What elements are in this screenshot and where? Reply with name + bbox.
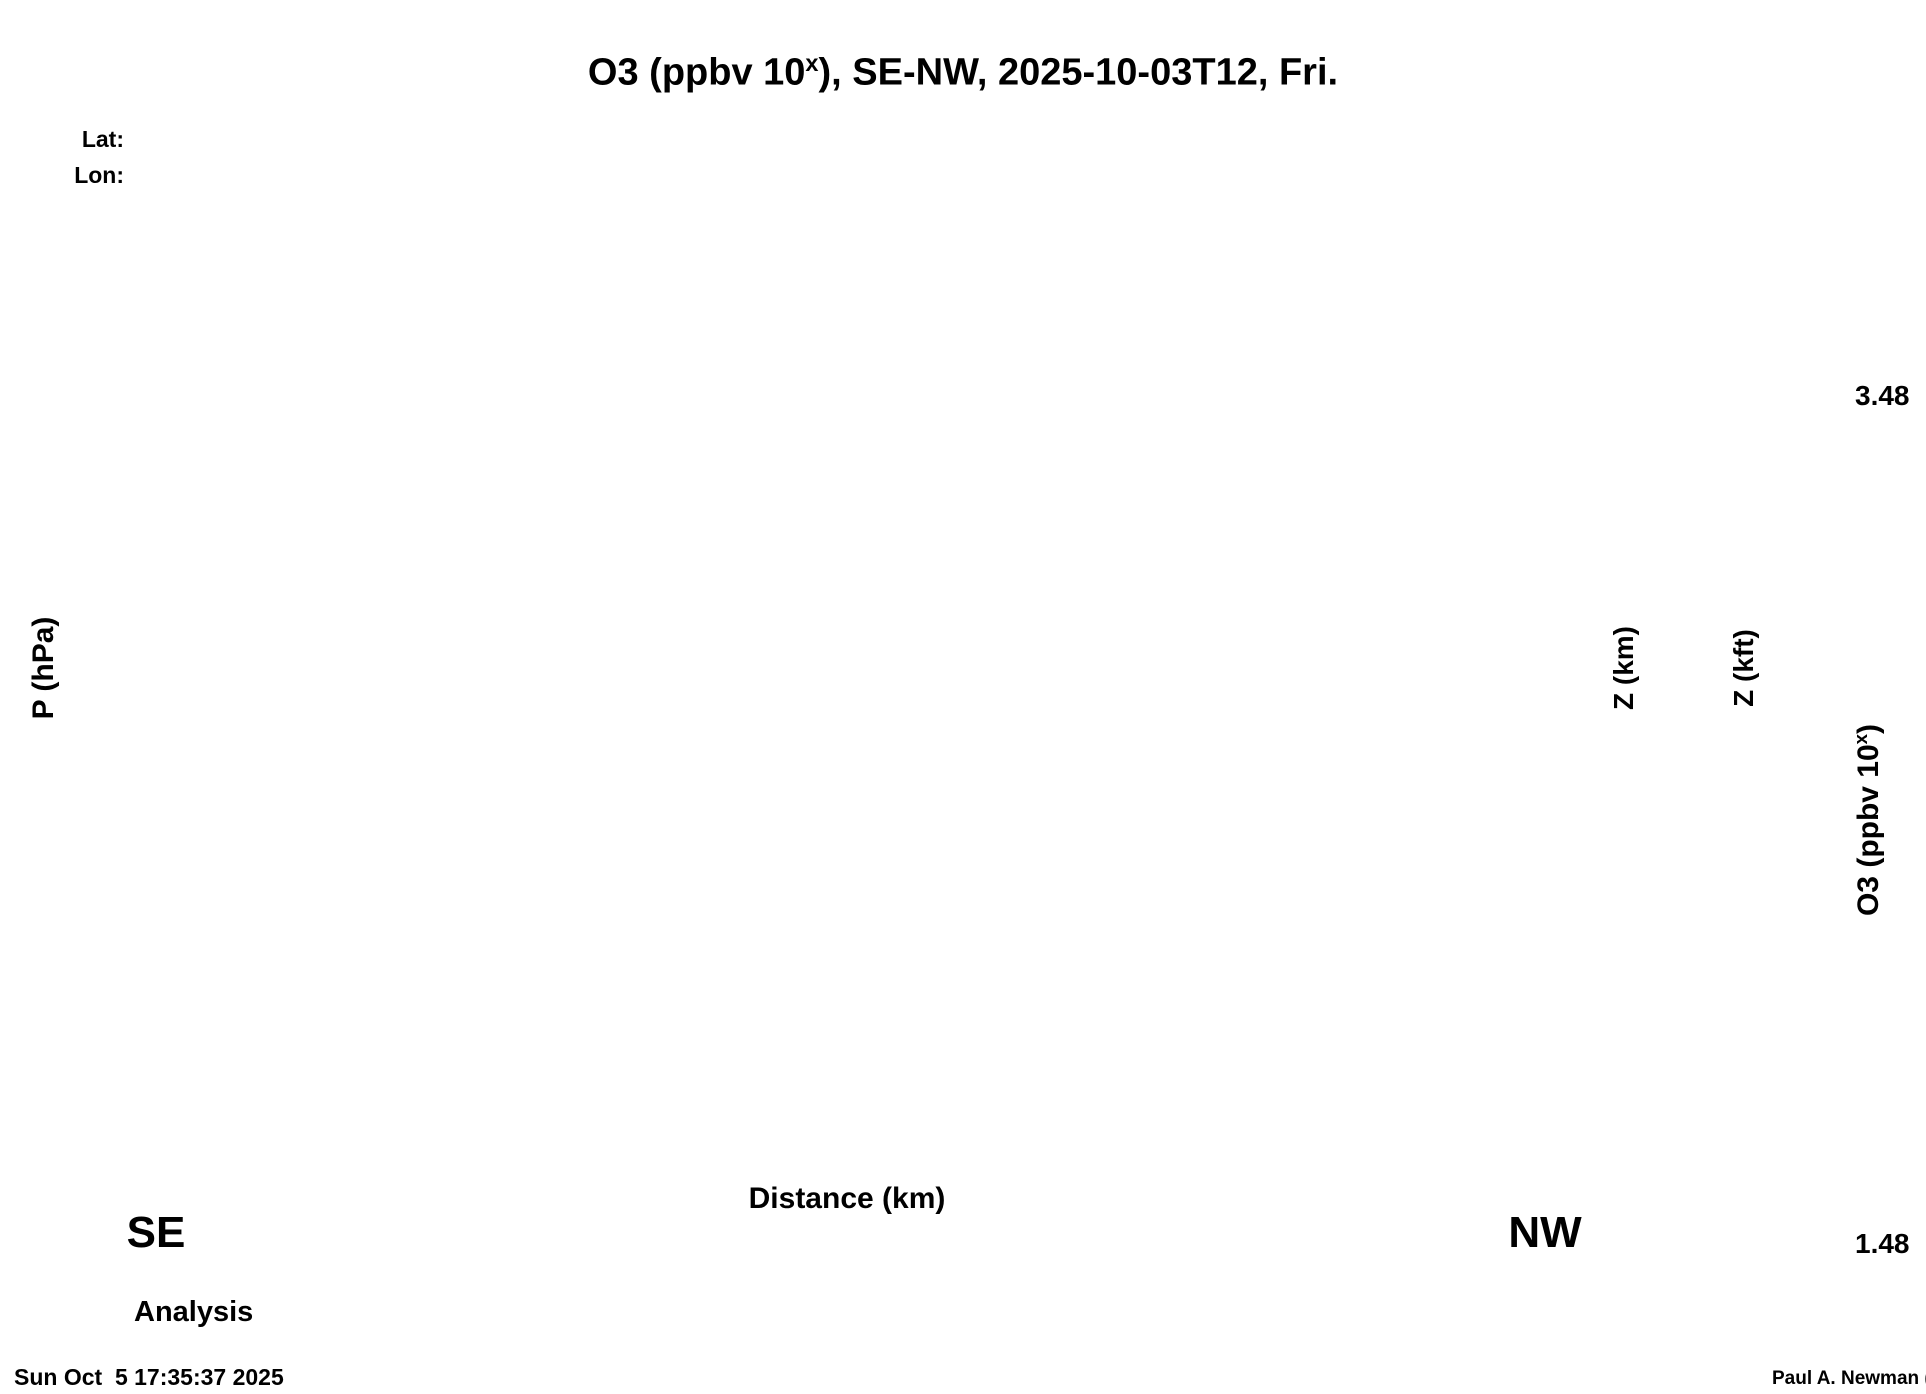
colorbar-label-prefix: O3 (ppbv 10 <box>1852 744 1885 917</box>
analysis-label: Analysis <box>134 1296 254 1328</box>
colorbar-label: O3 (ppbv 10x) <box>1850 724 1886 916</box>
colorbar <box>1763 392 1803 1246</box>
altitude-kft-axis-label: Z (kft) <box>1728 629 1759 707</box>
altitude-km-axis-label: Z (km) <box>1608 626 1639 710</box>
corner-label-se: SE <box>126 1208 186 1257</box>
pressure-axis-label: P (hPa) <box>27 616 60 720</box>
corner-label-nw: NW <box>1508 1208 1582 1257</box>
timestamp: Sun Oct 5 17:35:37 2025 <box>14 1364 284 1390</box>
colorbar-max-label: 3.48 <box>1855 380 1910 411</box>
colorbar-label-superscript: x <box>1850 733 1871 745</box>
inset-map <box>430 1215 667 1390</box>
colorbar-label-suffix: ) <box>1852 723 1885 734</box>
x-axis-label: Distance (km) <box>748 1182 946 1215</box>
colorbar-min-label: 1.48 <box>1855 1228 1910 1259</box>
legend <box>1053 1207 1477 1393</box>
credit: Paul A. Newman (NASA <box>1772 1368 1926 1389</box>
